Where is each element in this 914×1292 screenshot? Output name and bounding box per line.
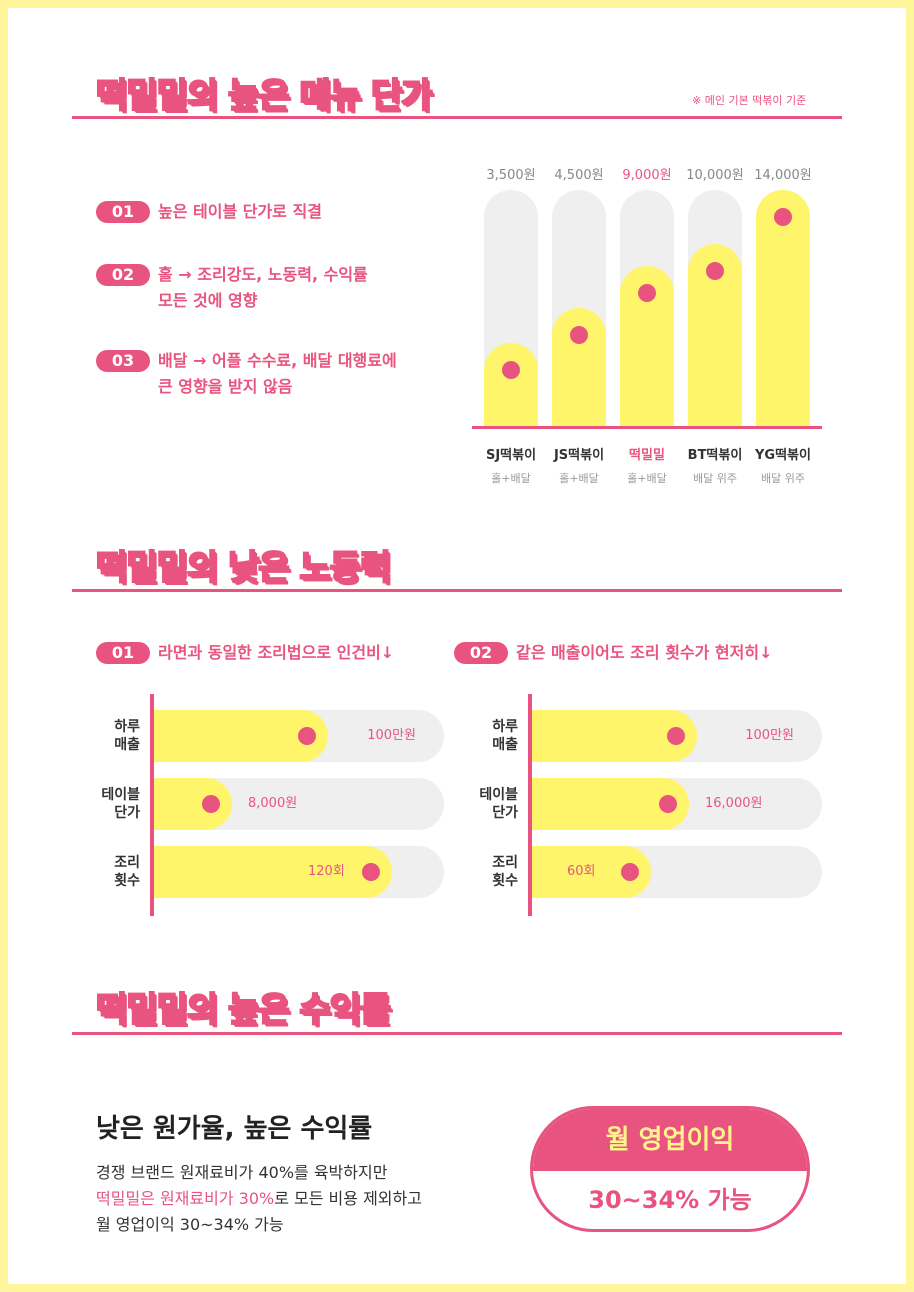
heading-prefix: 떡밀밀의 <box>95 547 228 589</box>
point-text: 배달 → 어플 수수료, 배달 대행료에 큰 영향을 받지 않음 <box>158 351 397 396</box>
bar-dot <box>502 361 520 379</box>
bar-track: 100만원 <box>532 710 822 762</box>
bar-dot <box>667 727 685 745</box>
point-badge: 01 <box>96 201 150 223</box>
point-badge: 01 <box>96 642 150 664</box>
bar-category-label: BT떡볶이 <box>687 448 743 463</box>
price-note: ※ 메인 기본 떡볶이 기준 <box>692 94 807 107</box>
section2-rule <box>72 589 842 592</box>
point-2: 02 홀 → 조리강도, 노동력, 수익률 모든 것에 영향 <box>96 264 368 314</box>
bar-dot <box>362 863 380 881</box>
bar-track: 120회 <box>154 846 444 898</box>
row-label: 하루 매출 <box>114 719 140 753</box>
bar-sublabel: 홀+배달 <box>627 472 667 485</box>
bar-value-label: 3,500원 <box>486 168 536 183</box>
bar-sublabel: 배달 위주 <box>761 472 805 485</box>
bar <box>756 190 810 426</box>
point-text: 같은 매출이어도 조리 횟수가 현저히↓ <box>516 643 773 662</box>
row-label: 테이블 단가 <box>479 787 518 821</box>
section2-heading: 떡밀밀의 낮은 노동력 <box>95 540 392 589</box>
bar-track <box>484 190 538 426</box>
bar-dot <box>659 795 677 813</box>
point-badge: 02 <box>96 264 150 286</box>
bar-value: 120회 <box>308 864 345 879</box>
bar-track <box>620 190 674 426</box>
bar-dot <box>570 326 588 344</box>
labor-point-1: 01 라면과 동일한 조리법으로 인건비↓ <box>96 642 394 666</box>
profit-line-2: 떡밀밀은 원재료비가 30%로 모든 비용 제외하고 <box>96 1189 422 1208</box>
profit-pill: 월 영업이익 30~34% 가능 <box>530 1106 810 1232</box>
heading-highlight: 높은 메뉴 단가 <box>227 75 433 117</box>
pill-label: 월 영업이익 <box>533 1109 807 1171</box>
page: 떡밀밀의 높은 메뉴 단가 ※ 메인 기본 떡볶이 기준 01 높은 테이블 단… <box>8 8 906 1284</box>
bar-dot <box>202 795 220 813</box>
bar <box>154 846 392 898</box>
heading-prefix: 떡밀밀의 <box>95 989 228 1031</box>
point-1: 01 높은 테이블 단가로 직결 <box>96 201 322 225</box>
bar-sublabel: 홀+배달 <box>559 472 599 485</box>
bar-value-label: 4,500원 <box>554 168 604 183</box>
point-3: 03 배달 → 어플 수수료, 배달 대행료에 큰 영향을 받지 않음 <box>96 350 397 400</box>
row-label: 테이블 단가 <box>101 787 140 821</box>
bar-value: 100만원 <box>745 728 794 743</box>
bar-value: 100만원 <box>367 728 416 743</box>
bar-dot <box>706 262 724 280</box>
bar-value: 16,000원 <box>705 796 763 811</box>
profit-line-1: 경쟁 브랜드 원재료비가 40%를 육박하지만 <box>96 1163 388 1182</box>
bar-track <box>552 190 606 426</box>
point-text: 라면과 동일한 조리법으로 인건비↓ <box>158 643 395 662</box>
row-label: 조리 횟수 <box>114 855 140 889</box>
bar-dot <box>638 284 656 302</box>
row-label: 하루 매출 <box>492 719 518 753</box>
bar-track <box>688 190 742 426</box>
heading-highlight: 낮은 노동력 <box>227 547 392 589</box>
bar-track <box>756 190 810 426</box>
point-text: 홀 → 조리강도, 노동력, 수익률 모든 것에 영향 <box>158 265 368 310</box>
bar <box>154 778 232 830</box>
bar-track: 100만원 <box>154 710 444 762</box>
bar-track: 16,000원 <box>532 778 822 830</box>
bar-category-label: SJ떡볶이 <box>485 448 537 463</box>
section3-rule <box>72 1032 842 1035</box>
bar-value-label: 9,000원 <box>622 168 672 183</box>
bar-sublabel: 홀+배달 <box>491 472 531 485</box>
bar-dot <box>298 727 316 745</box>
section3-heading: 떡밀밀의 높은 수익률 <box>95 982 392 1031</box>
bar-value-label: 14,000원 <box>754 168 812 183</box>
labor-point-2: 02 같은 매출이어도 조리 횟수가 현저히↓ <box>454 642 773 666</box>
heading-highlight: 높은 수익률 <box>227 989 392 1031</box>
bar-category-label: 떡밀밀 <box>629 448 665 463</box>
profit-body: 경쟁 브랜드 원재료비가 40%를 육박하지만 떡밀밀은 원재료비가 30%로 … <box>96 1160 422 1238</box>
point-badge: 03 <box>96 350 150 372</box>
bar-track: 8,000원 <box>154 778 444 830</box>
row-label: 조리 횟수 <box>492 855 518 889</box>
bar-axis-line <box>150 694 154 916</box>
bar-sublabel: 배달 위주 <box>693 472 737 485</box>
bar-dot <box>621 863 639 881</box>
point-text: 높은 테이블 단가로 직결 <box>158 202 322 221</box>
bar-value-label: 10,000원 <box>686 168 744 183</box>
bar <box>484 343 538 426</box>
bar-category-label: YG떡볶이 <box>755 448 811 463</box>
section1-heading: 떡밀밀의 높은 메뉴 단가 <box>95 68 433 117</box>
point-badge: 02 <box>454 642 508 664</box>
bar-value: 60회 <box>567 864 596 879</box>
bar-category-label: JS떡볶이 <box>553 448 605 463</box>
profit-title: 낮은 원가율, 높은 수익률 <box>96 1114 373 1144</box>
bar-value: 8,000원 <box>248 796 298 811</box>
bar-track: 60회 <box>532 846 822 898</box>
section1-rule <box>72 116 842 119</box>
profit-line-3: 월 영업이익 30~34% 가능 <box>96 1215 284 1234</box>
pill-value: 30~34% 가능 <box>588 1186 752 1214</box>
bar-axis-line <box>528 694 532 916</box>
chart-baseline <box>472 426 822 429</box>
heading-prefix: 떡밀밀의 <box>95 75 228 117</box>
bar-dot <box>774 208 792 226</box>
